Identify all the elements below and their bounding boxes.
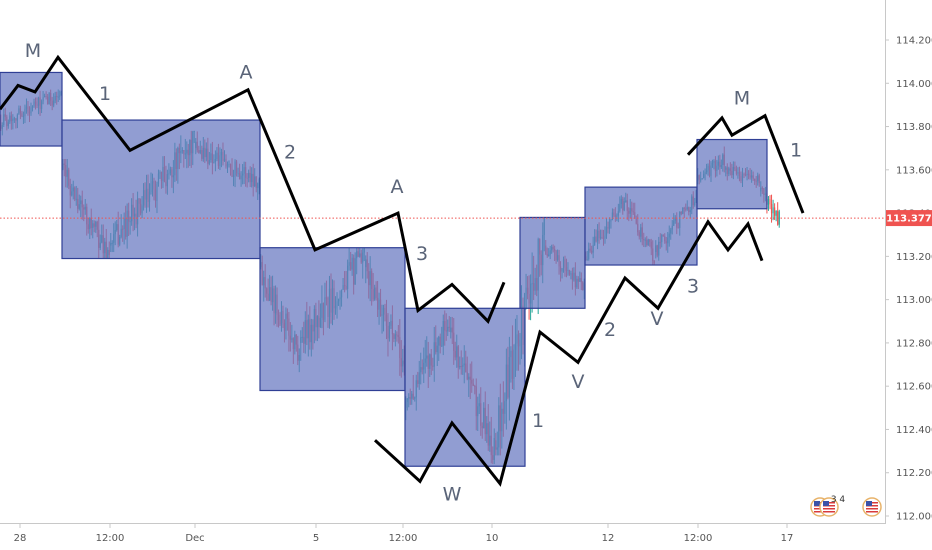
time-tick-label: 10 bbox=[486, 533, 499, 544]
time-axis-ticks[interactable]: 28 12:00 Dec 5 12:00 10 12 12:00 17 bbox=[14, 524, 794, 544]
event-badges[interactable]: 3 4 bbox=[810, 495, 882, 517]
wave-label-6: 3 bbox=[416, 243, 428, 265]
annotations-layer: M 1 A 2 A 3 1 W V 2 V 3 M 1 bbox=[25, 40, 802, 506]
candle-body bbox=[770, 204, 773, 214]
range-boxes-layer bbox=[0, 71, 768, 467]
candle-body bbox=[769, 199, 771, 205]
range-box-7[interactable] bbox=[696, 138, 768, 210]
price-tick-label: 114.000 bbox=[896, 79, 932, 90]
candle-body bbox=[778, 211, 780, 225]
axes-layer bbox=[0, 0, 886, 524]
range-box-5[interactable] bbox=[519, 216, 586, 309]
price-tick-label: 113.000 bbox=[896, 295, 932, 306]
wave-label-2: 1 bbox=[99, 83, 111, 105]
us-flag-icon[interactable] bbox=[819, 497, 839, 517]
price-tick-label: 112.400 bbox=[896, 425, 932, 436]
time-tick-label: 12:00 bbox=[389, 533, 418, 544]
price-tick-label: 112.000 bbox=[896, 512, 932, 523]
wave-label-4: 2 bbox=[284, 142, 296, 164]
candle-body bbox=[767, 199, 770, 205]
wave-label-1: M bbox=[25, 40, 41, 62]
candle-body bbox=[775, 210, 777, 216]
event-badge-count: 3 4 bbox=[831, 495, 846, 505]
wave-label-10: 2 bbox=[604, 319, 616, 341]
price-tick-label: 112.800 bbox=[896, 338, 932, 349]
pattern-line-2[interactable] bbox=[373, 218, 764, 487]
current-price-tag-label: 113.377 bbox=[886, 214, 932, 225]
price-tick-label: 114.200 bbox=[896, 36, 932, 47]
pattern-line-1[interactable] bbox=[0, 54, 506, 324]
candle-body bbox=[774, 207, 776, 216]
time-tick-label: 17 bbox=[781, 533, 794, 544]
range-box-6[interactable] bbox=[584, 186, 698, 266]
time-tick-label: 12:00 bbox=[684, 533, 713, 544]
price-tick-label: 112.600 bbox=[896, 382, 932, 393]
price-tick-label: 113.200 bbox=[896, 252, 932, 263]
time-tick-label: 28 bbox=[14, 533, 27, 544]
range-box-3[interactable] bbox=[259, 247, 406, 392]
wave-label-13: M bbox=[734, 87, 750, 109]
price-tick-label: 113.600 bbox=[896, 165, 932, 176]
wave-label-5: A bbox=[391, 176, 404, 198]
time-tick-label: Dec bbox=[185, 533, 204, 544]
wave-label-3: A bbox=[240, 61, 253, 83]
time-tick-label: 12 bbox=[602, 533, 615, 544]
wave-label-9: V bbox=[572, 371, 585, 393]
time-tick-label: 5 bbox=[313, 533, 319, 544]
range-box-1[interactable] bbox=[0, 71, 63, 147]
current-price-tag: 113.377 bbox=[886, 210, 932, 227]
us-flag-icon[interactable] bbox=[862, 497, 882, 517]
candle-body bbox=[772, 207, 774, 214]
range-box-2[interactable] bbox=[61, 119, 261, 260]
wave-label-8: W bbox=[443, 483, 462, 505]
pattern-lines-layer bbox=[0, 54, 805, 487]
time-tick-label: 12:00 bbox=[96, 533, 125, 544]
current-price-tag-bg bbox=[886, 210, 932, 227]
price-tick-label: 113.800 bbox=[896, 122, 932, 133]
wave-label-11: V bbox=[651, 308, 664, 330]
range-box-4[interactable] bbox=[404, 307, 526, 467]
wave-label-14: 1 bbox=[790, 139, 802, 161]
price-tick-label: 112.200 bbox=[896, 468, 932, 479]
wave-label-12: 3 bbox=[687, 276, 699, 298]
pattern-line-3[interactable] bbox=[686, 113, 805, 214]
wave-label-7: 1 bbox=[532, 410, 544, 432]
